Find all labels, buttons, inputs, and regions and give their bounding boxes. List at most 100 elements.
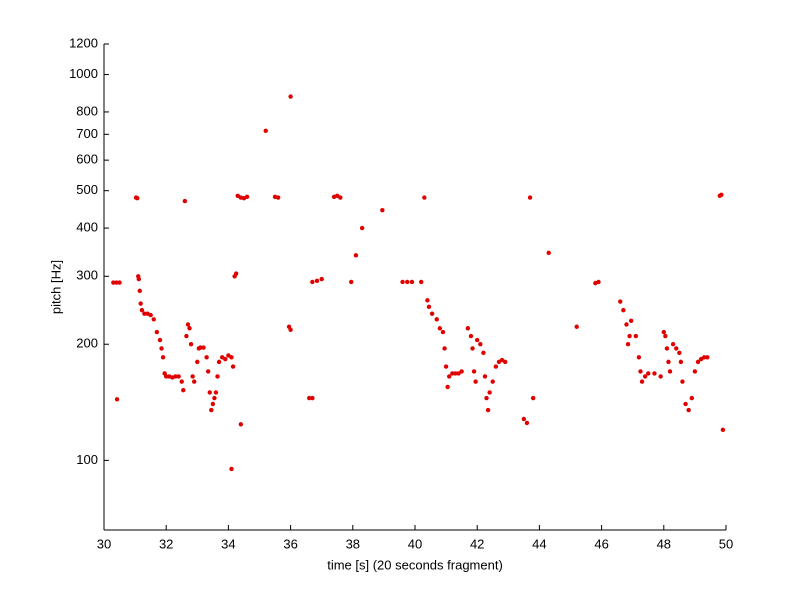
data-point (633, 333, 639, 339)
data-point (419, 279, 424, 285)
data-point (628, 318, 634, 324)
data-point (233, 271, 239, 276)
data-point (596, 279, 601, 285)
data-point (201, 345, 206, 350)
data-point (670, 342, 676, 347)
data-point (205, 369, 211, 374)
data-point (642, 374, 648, 379)
data-point (136, 276, 142, 282)
data-point (263, 128, 268, 133)
data-point (138, 301, 143, 306)
data-point (230, 364, 236, 369)
data-point (154, 329, 160, 335)
data-point (440, 329, 446, 335)
data-point (198, 345, 203, 350)
data-point (484, 395, 489, 401)
data-point (636, 355, 642, 360)
x-tick-label: 36 (283, 536, 297, 551)
data-point (422, 195, 427, 200)
x-tick-label: 32 (159, 536, 173, 551)
data-point (625, 342, 631, 347)
data-point (437, 326, 443, 331)
data-point (182, 198, 188, 204)
data-point (702, 355, 707, 360)
data-point (310, 395, 315, 401)
data-point (459, 369, 464, 374)
data-point (666, 359, 671, 365)
data-point (288, 94, 293, 99)
data-point (429, 311, 435, 316)
data-point (310, 279, 315, 285)
data-point (188, 342, 194, 347)
data-point (485, 407, 491, 413)
data-point (443, 364, 449, 369)
data-point (244, 194, 250, 200)
data-point (482, 374, 488, 379)
data-point (114, 280, 119, 285)
data-point (314, 278, 320, 284)
data-point (185, 322, 191, 327)
data-point (238, 422, 244, 427)
data-point (215, 374, 220, 379)
data-point (229, 355, 234, 360)
data-point (157, 337, 163, 343)
data-point (338, 195, 343, 200)
x-tick-label: 48 (657, 536, 671, 551)
data-point (135, 196, 140, 201)
x-tick-label: 38 (346, 536, 360, 551)
data-point (473, 379, 478, 384)
data-point (487, 390, 492, 395)
data-point (405, 279, 410, 285)
data-point (667, 369, 673, 374)
data-point (210, 401, 216, 407)
data-point (627, 333, 632, 339)
data-point (530, 395, 536, 401)
data-point (176, 374, 181, 379)
data-point (639, 379, 645, 384)
data-point (190, 374, 195, 379)
y-tick-label: 1000 (69, 66, 98, 81)
data-point (493, 364, 499, 369)
data-point (678, 359, 684, 365)
data-point (159, 346, 164, 351)
data-point (524, 420, 530, 426)
data-point (546, 250, 551, 256)
y-tick-label: 500 (76, 182, 98, 197)
data-point (216, 359, 222, 365)
data-point (223, 356, 228, 362)
data-point (689, 395, 694, 401)
data-point (445, 384, 450, 390)
data-point (658, 374, 663, 379)
data-point (275, 195, 281, 200)
data-point (151, 317, 156, 322)
data-point (204, 355, 209, 360)
data-point (426, 304, 432, 310)
data-point (409, 279, 415, 285)
data-point (114, 397, 120, 402)
data-point (677, 350, 682, 356)
data-point (380, 208, 385, 213)
data-point (663, 333, 668, 339)
data-point (453, 371, 458, 376)
data-point (646, 371, 651, 376)
data-point (450, 371, 455, 376)
data-point (695, 359, 701, 365)
x-tick-label: 42 (470, 536, 484, 551)
data-point (502, 359, 508, 365)
y-tick-label: 700 (76, 126, 98, 141)
x-axis-label: time [s] (20 seconds fragment) (327, 557, 503, 572)
x-tick-label: 30 (97, 536, 111, 551)
data-point (490, 379, 495, 384)
data-point (307, 395, 312, 401)
x-tick-label: 50 (719, 536, 733, 551)
data-point (652, 371, 657, 376)
data-point (481, 350, 486, 356)
data-point (425, 298, 430, 303)
data-point (624, 322, 629, 327)
data-point (137, 288, 142, 294)
data-point (181, 388, 186, 393)
data-point (212, 395, 217, 401)
data-point (400, 279, 405, 285)
data-point (720, 427, 726, 433)
